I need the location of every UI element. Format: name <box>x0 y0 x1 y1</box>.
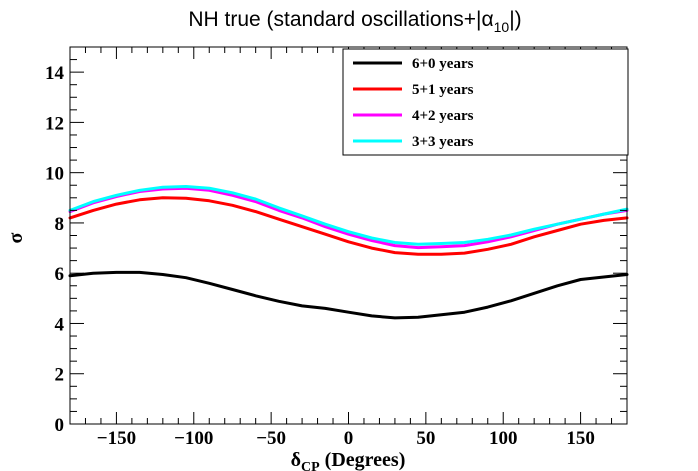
series-layer <box>68 185 629 320</box>
chart-title: NH true (standard oscillations+|α10|) <box>188 8 521 35</box>
x-axis-title-suffix: (Degrees) <box>320 449 406 471</box>
legend-box <box>342 48 629 156</box>
y-tick-label: 2 <box>55 365 65 386</box>
chart-title-alpha: α <box>482 8 494 31</box>
y-tick-label: 12 <box>45 113 64 134</box>
x-tick-label: −100 <box>174 428 213 449</box>
x-tick-label: −150 <box>97 428 136 449</box>
x-tick-label: −50 <box>256 428 286 449</box>
chart-title-subscript: 10 <box>494 19 510 35</box>
x-tick-label: 150 <box>566 428 595 449</box>
plot-area <box>68 185 629 320</box>
series-line-2 <box>68 196 629 256</box>
y-tick-label: 8 <box>55 214 65 235</box>
x-tick-label: 100 <box>489 428 518 449</box>
x-axis-title-delta: δ <box>291 449 301 471</box>
series-line-4 <box>68 185 629 246</box>
x-axis-title-subscript: CP <box>301 460 320 471</box>
series-line-1 <box>68 270 629 320</box>
chart-title-prefix: NH true (standard oscillations+| <box>188 8 481 31</box>
y-tick-label: 10 <box>45 164 64 185</box>
legend-label-4: 3+3 years <box>412 134 474 150</box>
y-tick-label: 6 <box>55 264 65 285</box>
y-tick-label: 0 <box>55 415 65 436</box>
legend-label-3: 4+2 years <box>412 108 474 124</box>
legend: 6+0 years 5+1 years 4+2 years 3+3 years <box>342 48 629 156</box>
y-tick-label: 4 <box>55 314 65 335</box>
x-tick-label: 50 <box>416 428 435 449</box>
x-axis-title: δCP (Degrees) <box>291 449 406 471</box>
y-tick-label: 14 <box>45 63 65 84</box>
chart-title-suffix: |) <box>509 8 521 31</box>
tick-labels-layer: −150 −100 −50 0 50 100 150 0 2 4 6 8 10 12 14 <box>45 63 595 449</box>
x-tick-label: 0 <box>344 428 354 449</box>
legend-entries: 6+0 years 5+1 years 4+2 years 3+3 years <box>353 56 474 150</box>
legend-label-2: 5+1 years <box>412 82 474 98</box>
y-axis-title: σ <box>5 232 27 243</box>
legend-label-1: 6+0 years <box>412 56 474 72</box>
